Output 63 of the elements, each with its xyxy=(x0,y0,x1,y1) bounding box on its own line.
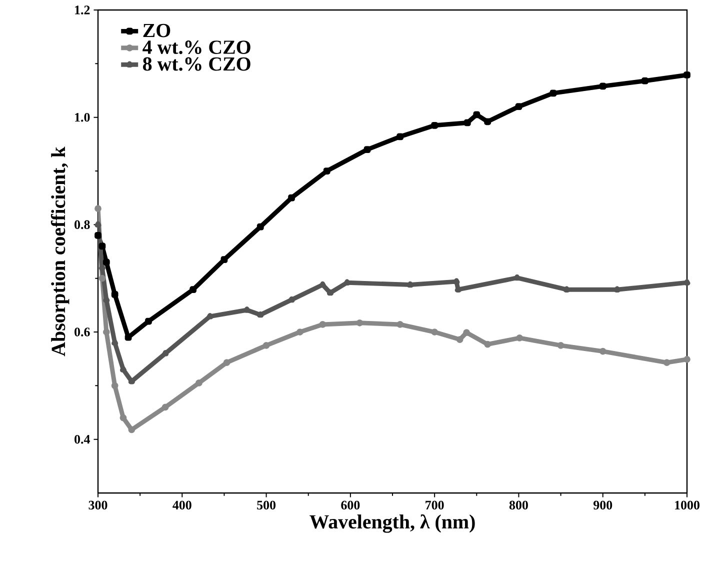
y-tick-label: 1.0 xyxy=(75,112,90,122)
point xyxy=(484,340,492,348)
point xyxy=(288,194,295,202)
point xyxy=(94,232,102,239)
y-tick-label: 0.8 xyxy=(74,220,90,230)
x-axis-title: Wavelength, λ (nm) xyxy=(310,514,475,533)
point xyxy=(396,321,404,328)
point xyxy=(111,382,118,390)
point xyxy=(162,404,169,411)
point xyxy=(124,334,132,341)
point xyxy=(102,258,110,266)
point xyxy=(102,328,110,336)
y-tick-label: 1.2 xyxy=(75,6,90,14)
point xyxy=(220,256,228,263)
point xyxy=(641,77,648,84)
point xyxy=(516,334,523,342)
point xyxy=(515,103,522,110)
point xyxy=(323,168,330,174)
point xyxy=(663,359,670,366)
y-tick-label: 0.4 xyxy=(74,434,90,444)
point xyxy=(296,328,304,336)
point xyxy=(262,342,270,349)
point xyxy=(111,290,118,298)
point xyxy=(550,90,557,97)
point xyxy=(464,119,471,126)
x-tick-label: 900 xyxy=(594,500,612,510)
x-tick-label: 700 xyxy=(426,500,444,510)
point xyxy=(456,336,464,343)
x-tick-label: 500 xyxy=(257,500,276,510)
x-tick-label: 1000 xyxy=(675,500,700,510)
legend-label: 8 wt.% CZO xyxy=(142,57,250,71)
legend-label: 4 wt.% CZO xyxy=(142,40,250,54)
point xyxy=(94,205,102,212)
point xyxy=(98,242,106,250)
point xyxy=(120,414,127,422)
point xyxy=(557,342,564,349)
point xyxy=(364,146,371,153)
x-tick-label: 800 xyxy=(509,500,528,510)
y-tick-label: 0.6 xyxy=(74,328,90,336)
point xyxy=(396,133,404,140)
x-tick-label: 400 xyxy=(172,500,192,510)
point xyxy=(190,286,197,294)
point xyxy=(98,274,106,282)
point xyxy=(145,318,152,325)
point xyxy=(196,380,202,386)
point xyxy=(356,319,364,326)
point xyxy=(599,348,606,355)
point xyxy=(128,426,136,434)
y-axis-title: Absorption coefficient, k xyxy=(50,146,70,356)
x-tick-label: 600 xyxy=(341,500,360,510)
point xyxy=(223,359,230,366)
point xyxy=(431,328,438,336)
point xyxy=(319,321,326,328)
point xyxy=(484,118,492,126)
point xyxy=(684,356,690,363)
x-tick-label: 300 xyxy=(88,500,108,510)
point xyxy=(473,111,480,118)
point xyxy=(431,122,438,129)
point xyxy=(256,223,264,230)
point xyxy=(463,329,470,336)
legend-label: ZO xyxy=(143,24,170,38)
point xyxy=(684,72,690,78)
point xyxy=(599,82,606,90)
